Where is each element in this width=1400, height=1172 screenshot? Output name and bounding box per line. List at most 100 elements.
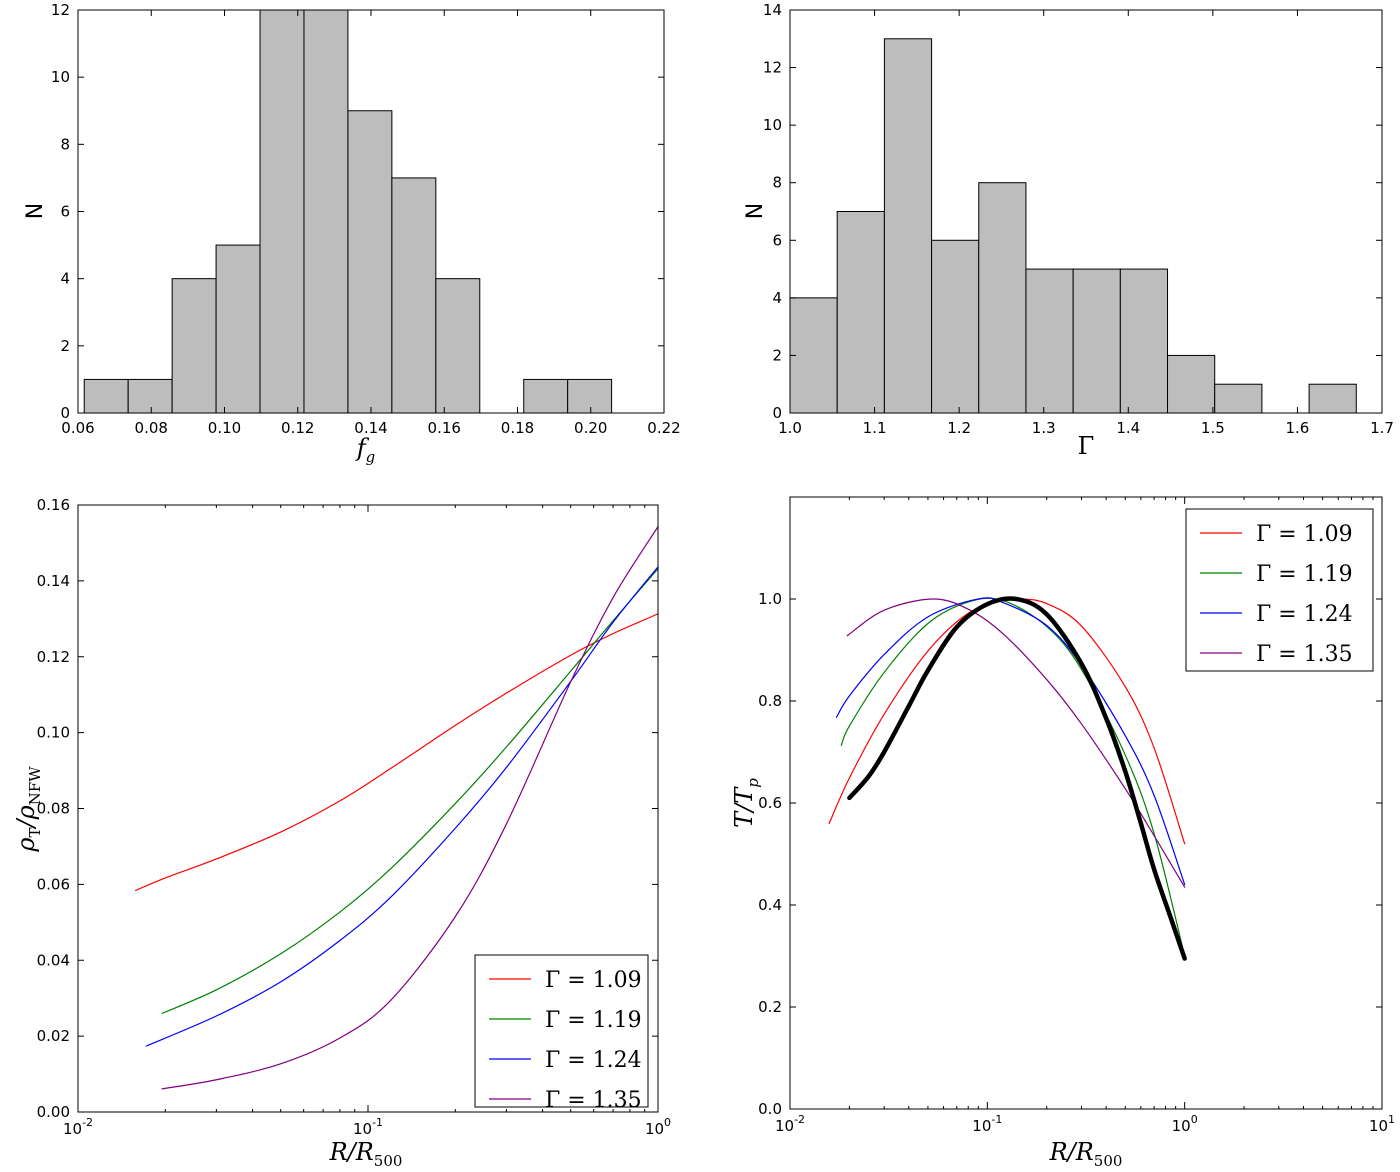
density-ytick-label: 0.00: [37, 1103, 70, 1121]
temp-xlabel-sub: 500: [1094, 1152, 1123, 1170]
gamma-xtick-label: 1.1: [863, 419, 887, 437]
fg-xtick-label: 0.20: [574, 419, 607, 437]
fg-xtick-label: 0.18: [501, 419, 534, 437]
density-series-line-3: [161, 526, 659, 1090]
fg-xtick-label: 0.08: [135, 419, 168, 437]
fg-ytick-label: 10: [51, 68, 70, 86]
gamma-ylabel: N: [743, 203, 768, 219]
fg-xtick-label: 0.12: [281, 419, 314, 437]
temp-xtick-label: 101: [1369, 1113, 1395, 1135]
temp-legend-label: Γ = 1.35: [1256, 642, 1353, 667]
gamma-xtick-label: 1.0: [778, 419, 802, 437]
fg-ytick-label: 12: [51, 1, 70, 19]
density-ylabel: ρT/ρNFW: [12, 766, 44, 853]
density-legend: Γ = 1.09 Γ = 1.19 Γ = 1.24 Γ = 1.35: [474, 954, 649, 1113]
gamma-ytick-label: 8: [772, 174, 782, 192]
density-legend-label: Γ = 1.09: [545, 968, 642, 993]
fg-xtick-label: 0.06: [61, 419, 94, 437]
fg-ylabel: N: [23, 203, 48, 219]
gamma-bar: [789, 297, 838, 414]
density-ytick-label: 0.06: [37, 875, 70, 893]
density-legend-frame: [474, 954, 649, 1108]
gamma-xtick-label: 1.3: [1032, 419, 1056, 437]
temp-legend-label: Γ = 1.24: [1256, 602, 1353, 627]
density-ytick-label: 0.12: [37, 648, 70, 666]
density-ytick-label: 0.02: [37, 1027, 70, 1045]
gamma-xlabel: Γ: [1078, 432, 1095, 460]
temp-xtick-label: 10-2: [775, 1113, 805, 1135]
fg-bar: [83, 378, 129, 414]
gamma-bar: [1072, 268, 1121, 414]
gamma-ytick-label: 4: [772, 289, 782, 307]
gamma-ytick-label: 0: [772, 404, 782, 422]
density-ytick-label: 0.14: [37, 572, 70, 590]
fg-xlabel-sub: g: [366, 448, 376, 466]
fg-ytick-label: 8: [60, 135, 70, 153]
fg-bars-group: [83, 9, 613, 414]
gamma-bar: [978, 182, 1027, 414]
density-ytick-label: 0.10: [37, 724, 70, 742]
density-ylabel-sep: /ρ: [12, 805, 40, 829]
chart-density-ratio: 10-2 10-1 100 0.00 0.02 0.04 0.06 0.08 0.10 0.12 0…: [12, 496, 671, 1170]
density-ytick-label: 0.16: [37, 496, 70, 514]
temp-xtick-label: 10-1: [972, 1113, 1002, 1135]
gamma-xtick-label: 1.7: [1370, 419, 1394, 437]
fg-ytick-label: 2: [60, 337, 70, 355]
fg-bar: [391, 177, 437, 414]
temp-series-line-0: [828, 598, 1186, 845]
fg-bar: [523, 378, 569, 414]
temp-ylabel-sub: p: [744, 778, 762, 788]
temp-series-line-2: [835, 597, 1186, 886]
density-xlabel: R/R500: [329, 1138, 403, 1170]
temp-series-line-3: [846, 598, 1186, 888]
gamma-ytick-label: 10: [763, 116, 782, 134]
density-legend-label: Γ = 1.35: [545, 1088, 642, 1113]
density-ylabel-sub1: T: [26, 828, 44, 838]
temp-legend-label: Γ = 1.09: [1256, 522, 1353, 547]
gamma-xtick-label: 1.6: [1285, 419, 1309, 437]
gamma-xtick-label: 1.4: [1116, 419, 1140, 437]
fg-ytick-label: 4: [60, 270, 70, 288]
temp-legend: Γ = 1.09 Γ = 1.19 Γ = 1.24 Γ = 1.35: [1185, 508, 1374, 672]
temp-ticks-group: 10-2 10-1 100 101 0.0 0.2 0.4 0.6 0.8 1.0: [758, 497, 1395, 1135]
density-series-line-0: [135, 613, 659, 892]
gamma-bar: [1308, 383, 1357, 414]
gamma-bars-group: [789, 38, 1357, 414]
fg-bar: [215, 244, 261, 414]
temp-legend-label: Γ = 1.19: [1256, 562, 1353, 587]
fg-xtick-label: 0.22: [647, 419, 680, 437]
fg-bar: [435, 278, 481, 414]
fg-bar: [567, 378, 613, 414]
density-ytick-label: 0.04: [37, 951, 70, 969]
density-legend-label: Γ = 1.19: [545, 1008, 642, 1033]
temp-ytick-label: 0.2: [758, 998, 782, 1016]
density-xtick-label: 10-2: [63, 1116, 93, 1138]
temp-lines-group: [828, 596, 1187, 961]
gamma-bar: [1119, 268, 1169, 414]
chart-temperature-profile: 10-2 10-1 100 101 0.0 0.2 0.4 0.6 0.8 1.0 T/Tp R/…: [730, 496, 1395, 1170]
density-ylabel-sub2: NFW: [26, 766, 44, 806]
fg-ticks-group: 0.06 0.08 0.10 0.12 0.14 0.16 0.18 0.20 0.22 0 2 4 6…: [51, 1, 681, 437]
density-xtick-label: 100: [645, 1116, 671, 1138]
gamma-bar: [1214, 383, 1263, 414]
fg-xtick-label: 0.14: [354, 419, 387, 437]
fg-bar: [303, 9, 349, 414]
density-lines-group: [135, 526, 659, 1090]
gamma-bar: [1025, 268, 1074, 414]
temp-ylabel-main: T/T: [730, 786, 758, 828]
temp-xlabel-main: R/R: [1049, 1138, 1094, 1166]
gamma-ytick-label: 6: [772, 231, 782, 249]
temp-ytick-label: 0.6: [758, 794, 782, 812]
fg-bar: [347, 110, 393, 414]
density-ylabel-rho1: ρ: [12, 838, 40, 853]
fg-bar: [259, 9, 305, 414]
density-xtick-label: 10-1: [353, 1116, 383, 1138]
fg-ytick-label: 6: [60, 203, 70, 221]
gamma-ticks-group: 1.0 1.1 1.2 1.3 1.4 1.5 1.6 1.7 0 2 4 6 8 10 12 14: [763, 1, 1394, 437]
density-xlabel-sub: 500: [374, 1152, 403, 1170]
gamma-bar: [836, 211, 885, 414]
chart-gamma-histogram: 1.0 1.1 1.2 1.3 1.4 1.5 1.6 1.7 0 2 4 6 8 10 12 14 N Γ: [743, 1, 1394, 460]
density-xlabel-main: R/R: [329, 1138, 374, 1166]
fg-bar: [171, 278, 217, 414]
density-series-line-1: [161, 568, 659, 1014]
